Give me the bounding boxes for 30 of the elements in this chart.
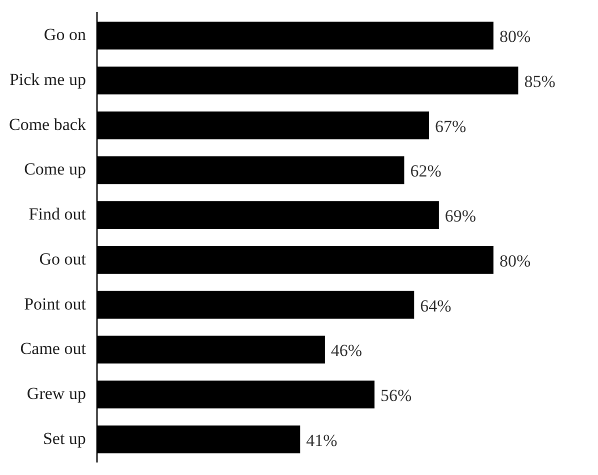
bar bbox=[96, 290, 414, 319]
y-tick-label: Grew up bbox=[26, 384, 86, 403]
y-tick-label: Find out bbox=[28, 204, 86, 224]
bar bbox=[96, 111, 430, 140]
data-label: 56% bbox=[380, 386, 412, 405]
bar bbox=[96, 22, 494, 50]
bar bbox=[96, 156, 404, 184]
data-label: 62% bbox=[410, 162, 442, 181]
bar bbox=[96, 425, 300, 454]
data-label: 67% bbox=[435, 116, 466, 136]
data-label: 46% bbox=[330, 341, 362, 360]
data-label: 85% bbox=[524, 72, 556, 91]
data-label: 80% bbox=[499, 251, 531, 270]
y-tick-label: Pick me up bbox=[9, 70, 86, 89]
data-label: 64% bbox=[420, 296, 452, 316]
y-tick-label: Came out bbox=[20, 339, 86, 358]
bar bbox=[96, 201, 439, 229]
data-label: 80% bbox=[499, 27, 531, 46]
y-tick-label: Go out bbox=[39, 249, 86, 268]
bar bbox=[96, 66, 518, 94]
data-label: 41% bbox=[306, 430, 338, 450]
data-label: 69% bbox=[444, 206, 476, 226]
y-tick-label: Come back bbox=[8, 114, 86, 134]
bar bbox=[96, 336, 325, 364]
y-tick-label: Go on bbox=[44, 25, 86, 44]
y-tick-label: Come up bbox=[24, 160, 86, 179]
bar bbox=[96, 380, 374, 408]
y-tick-label: Point out bbox=[24, 294, 86, 314]
y-tick-label: Set up bbox=[42, 428, 86, 448]
bar bbox=[96, 246, 494, 274]
